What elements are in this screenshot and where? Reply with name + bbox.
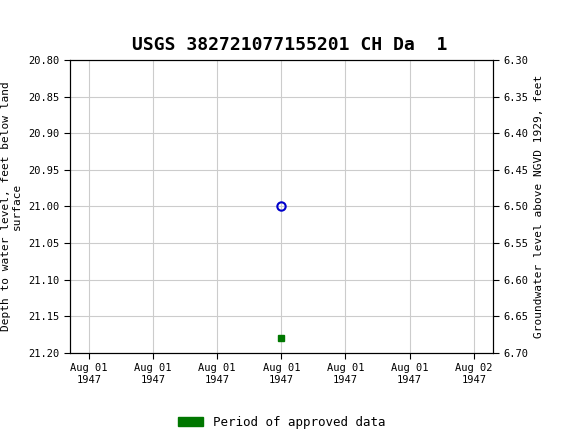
Text: ≡USGS: ≡USGS (12, 12, 78, 33)
Y-axis label: Depth to water level, feet below land
surface: Depth to water level, feet below land su… (1, 82, 23, 331)
Legend: Period of approved data: Period of approved data (172, 411, 390, 430)
Text: ≡: ≡ (4, 11, 25, 34)
Text: ≡: ≡ (4, 11, 25, 34)
Y-axis label: Groundwater level above NGVD 1929, feet: Groundwater level above NGVD 1929, feet (534, 75, 544, 338)
Text: USGS 382721077155201 CH Da  1: USGS 382721077155201 CH Da 1 (132, 36, 448, 54)
Text: ≡: ≡ (4, 11, 25, 34)
